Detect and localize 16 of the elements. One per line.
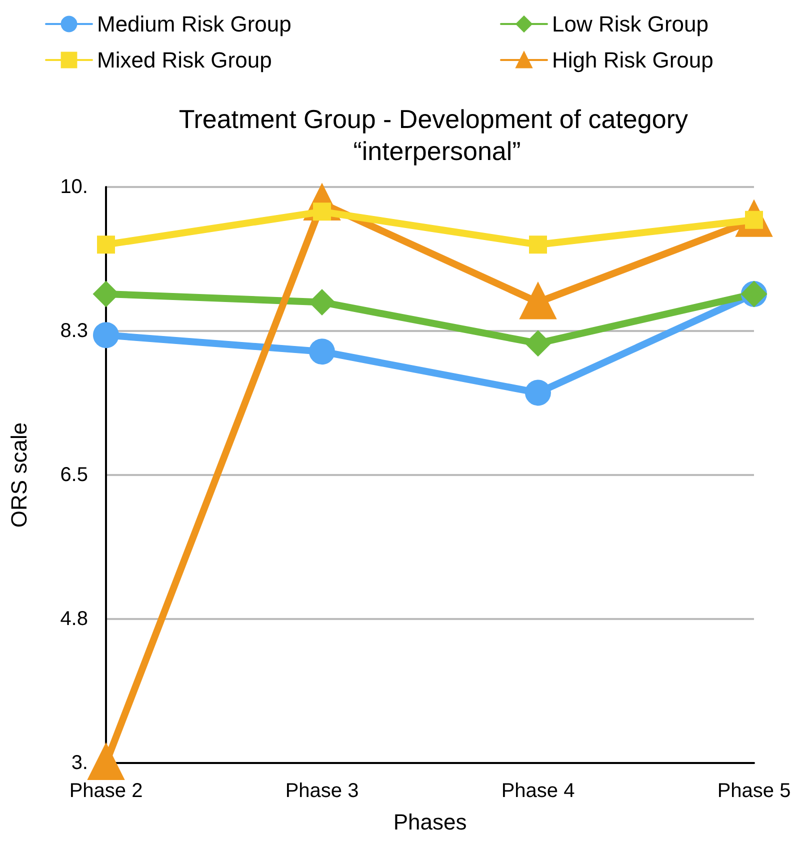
y-tick-label: 8.3 [60, 320, 88, 342]
x-tick-label: Phase 3 [285, 780, 359, 802]
legend-label: High Risk Group [552, 48, 714, 72]
y-tick-label: 3. [71, 752, 88, 774]
x-tick-label: Phase 2 [69, 780, 143, 802]
x-tick-label: Phase 4 [501, 780, 575, 802]
legend-label: Low Risk Group [552, 12, 709, 36]
y-axis-title: ORS scale [6, 422, 32, 528]
chart-title: Treatment Group - Development of category “interpersonal” [178, 104, 696, 166]
x-axis-title: Phases [393, 810, 467, 834]
legend-label: Medium Risk Group [97, 12, 292, 36]
y-tick-label: 4.8 [60, 608, 88, 630]
y-tick-label: 10. [60, 176, 88, 198]
x-tick-label: Phase 5 [717, 780, 791, 802]
y-tick-label: 6.5 [60, 464, 88, 486]
legend-label: Mixed Risk Group [97, 48, 272, 72]
